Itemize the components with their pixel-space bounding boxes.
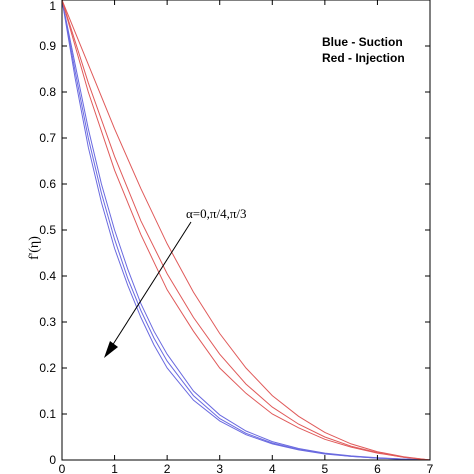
plot-frame [61,0,431,461]
y-tick-label-8: 0.8 [39,85,56,99]
y-tick-label-3: 0.3 [39,315,56,329]
x-tick-label-5: 5 [322,462,329,474]
injection-curve-3 [61,0,431,461]
x-tick-label-1: 1 [111,462,118,474]
y-tick-label-6: 0.6 [39,177,56,191]
x-tick-label-3: 3 [216,462,223,474]
x-tick-label-7: 7 [427,462,434,474]
x-tick-label-0: 0 [59,462,66,474]
y-tick-label-7: 0.7 [39,131,56,145]
y-tick-label-1: 0.1 [39,407,56,421]
annotation-arrowhead [104,341,118,358]
x-tick-label-2: 2 [164,462,171,474]
suction-curve-2 [61,0,431,461]
labels-layer: 0 0.1 0.2 0.3 0.4 0.5 0.6 0.7 0.8 0.9 1 0 1 2 3 4 5 6 7 [39,0,433,474]
y-tick-label-0: 0 [49,453,56,467]
y-tick-label-2: 0.2 [39,361,56,375]
y-tick-label-10: 1 [49,0,56,13]
annotation-arrow-line [111,221,192,347]
legend-line-suction: Blue - Suction [322,35,403,49]
injection-curve-5 [61,0,431,461]
ticks-layer [61,0,431,461]
x-tick-label-4: 4 [269,462,276,474]
injection-curve-4 [61,0,431,461]
y-tick-label-9: 0.9 [39,39,56,53]
y-axis-label: f'(η) [27,236,42,260]
y-tick-label-5: 0.5 [39,223,56,237]
series-layer [61,0,431,461]
y-tick-label-4: 0.4 [39,269,56,283]
suction-curve-1 [61,0,431,461]
legend-line-injection: Red - Injection [322,51,405,65]
x-tick-label-6: 6 [374,462,381,474]
parameter-annotation: α=0,π/4,π/3 [186,206,247,221]
suction-curve-0 [61,0,431,461]
